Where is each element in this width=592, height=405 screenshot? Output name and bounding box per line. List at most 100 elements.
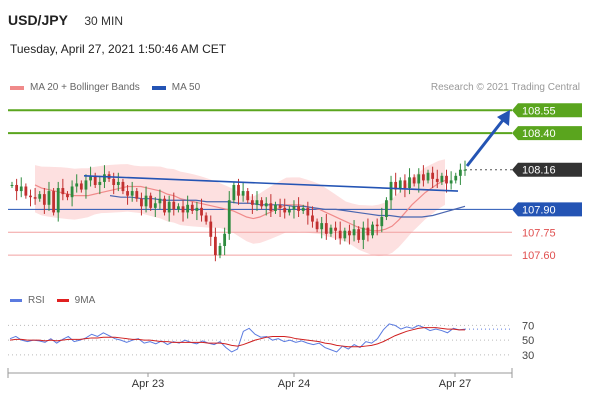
candle-body [445, 175, 448, 184]
candle [186, 195, 190, 219]
candle [181, 200, 185, 222]
candle [287, 206, 291, 216]
candle-body [241, 191, 245, 196]
candle [458, 163, 462, 185]
candle [61, 178, 65, 201]
legend-rsi-label: RSI [28, 295, 45, 306]
candle [47, 181, 51, 211]
candle-body [375, 224, 379, 227]
ma9-swatch [56, 299, 69, 302]
candle-body [181, 206, 185, 213]
candle-body [112, 178, 116, 185]
candle [389, 175, 393, 210]
candle-body [357, 229, 361, 240]
candle [172, 192, 176, 216]
candle-body [421, 174, 425, 181]
candle [19, 177, 23, 198]
forecast-arrow-shaft [465, 119, 505, 167]
candle [209, 215, 213, 246]
bollinger-band [35, 159, 445, 257]
candle-body [343, 230, 347, 239]
candle-body [223, 233, 227, 246]
candle-body [440, 175, 444, 182]
candle-body [311, 215, 314, 222]
candle-body [278, 204, 282, 208]
candle [329, 224, 333, 237]
candle-body [260, 200, 264, 207]
level-tag-2 [512, 162, 582, 177]
candle-body [89, 175, 92, 181]
candle-body [177, 206, 180, 210]
candle [292, 200, 296, 219]
candle [366, 218, 370, 242]
candle-body [315, 221, 319, 230]
symbol-label: USD/JPY [8, 12, 68, 28]
candle [204, 212, 208, 225]
candle-body [264, 203, 268, 207]
candle-body [435, 178, 439, 182]
candle [70, 180, 74, 207]
candle [421, 165, 425, 187]
candle [232, 181, 236, 204]
candle-body [287, 209, 291, 213]
candle [190, 201, 194, 214]
candle [130, 181, 134, 202]
forecast-arrow-head [497, 110, 510, 126]
candle-body [121, 181, 125, 192]
candle-body [269, 203, 273, 211]
candle-body [116, 181, 120, 185]
candle [38, 191, 42, 202]
candle-body [334, 227, 337, 231]
candle [454, 172, 458, 184]
candle [15, 178, 19, 201]
candle [352, 220, 356, 242]
candle-body [70, 186, 74, 198]
candle-body [403, 180, 407, 189]
candle-body [431, 172, 435, 179]
candle [42, 188, 46, 214]
rsi-level-label: 30 [522, 350, 534, 362]
candle [417, 168, 421, 193]
candle-body [232, 184, 236, 201]
level-tag-0 [512, 103, 582, 118]
candle [274, 201, 277, 214]
candle [431, 166, 435, 189]
candle [412, 174, 416, 187]
legend-9ma: 9MA [56, 295, 95, 306]
candle-body [297, 206, 300, 211]
candle [445, 169, 448, 193]
candle [320, 217, 324, 239]
candle [149, 192, 153, 211]
candle-body [149, 195, 153, 208]
interval-label[interactable]: 30 MIN [84, 14, 124, 28]
candle [334, 221, 337, 240]
candle-body [15, 184, 19, 192]
candle-body [348, 230, 351, 236]
candle-body [301, 207, 305, 211]
candle-body [195, 207, 199, 211]
candle [126, 184, 129, 205]
candle-body [389, 181, 393, 201]
rsi-level-label: 50 [522, 335, 534, 347]
candle [79, 180, 83, 193]
candle-body [61, 188, 65, 195]
rsi-line [9, 323, 466, 353]
candle [195, 201, 199, 221]
candle [357, 226, 361, 243]
legend-ma20: MA 20 + Bollinger Bands [10, 82, 140, 93]
candle-body [371, 224, 374, 236]
level-label-0: 108.55 [522, 105, 556, 117]
candle [380, 207, 384, 233]
candle [463, 160, 467, 176]
candle-body [449, 180, 453, 184]
candle [371, 221, 374, 239]
level-label-4: 107.75 [522, 227, 556, 239]
candle [227, 191, 231, 240]
candle [375, 218, 379, 236]
candle-body [163, 198, 166, 213]
legend-ma20-label: MA 20 + Bollinger Bands [30, 82, 140, 93]
candle [121, 178, 125, 195]
candle-body [79, 183, 83, 190]
rsi-ma9-line [9, 327, 465, 348]
